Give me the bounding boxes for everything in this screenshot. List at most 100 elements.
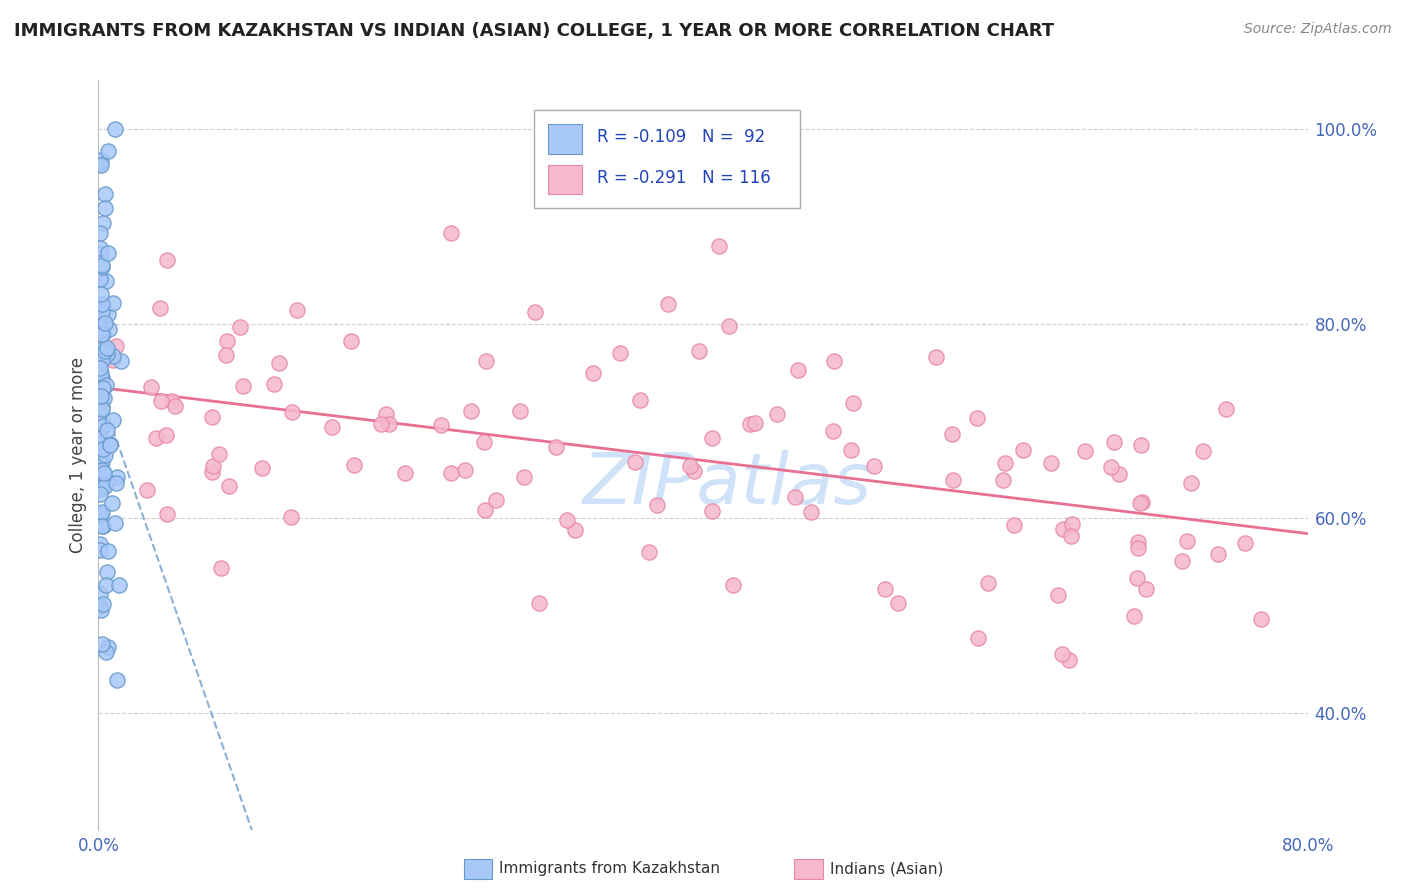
Point: [454, 463, 477, 477]
Point: [1175, 534, 1198, 549]
Point: [97, 307, 120, 321]
Point: [624, 455, 647, 469]
Point: [105, 339, 128, 353]
Point: [89, 392, 111, 407]
Point: [89, 537, 111, 551]
Point: [90, 258, 112, 272]
Point: [91, 480, 114, 494]
Point: [91, 351, 114, 366]
Y-axis label: College, 1 year or more: College, 1 year or more: [69, 357, 87, 553]
Point: [1171, 554, 1194, 568]
Point: [90, 366, 112, 380]
Point: [202, 458, 225, 473]
Point: [89, 271, 111, 285]
Point: [89, 417, 111, 431]
Point: [842, 396, 865, 410]
Point: [89, 449, 111, 463]
Point: [97, 145, 120, 159]
Point: [823, 424, 845, 438]
Point: [1126, 535, 1149, 549]
Bar: [548, 124, 582, 153]
Point: [1102, 434, 1125, 449]
Point: [1052, 522, 1074, 536]
Point: [90, 287, 112, 301]
Point: [90, 353, 112, 368]
Point: [977, 575, 1000, 590]
Point: [149, 301, 172, 315]
Point: [638, 545, 661, 559]
Point: [91, 400, 114, 414]
Point: [1130, 495, 1153, 509]
Point: [1130, 438, 1153, 452]
Point: [110, 354, 132, 368]
Point: [702, 504, 724, 518]
Point: [89, 226, 111, 240]
Point: [91, 326, 114, 341]
Point: [564, 523, 586, 537]
Point: [96, 245, 118, 260]
Point: [98, 437, 121, 451]
Point: [744, 416, 766, 430]
Point: [218, 478, 240, 492]
Point: [250, 460, 273, 475]
Point: [887, 596, 910, 610]
Point: [104, 516, 127, 530]
Point: [280, 510, 302, 524]
Point: [90, 431, 112, 445]
Point: [1099, 459, 1122, 474]
Point: [101, 352, 124, 367]
Point: [93, 391, 115, 405]
Point: [90, 157, 112, 171]
Point: [91, 637, 114, 651]
Point: [682, 464, 704, 478]
Point: [1215, 401, 1237, 416]
Point: [89, 470, 111, 484]
Point: [440, 226, 463, 240]
Point: [1108, 467, 1130, 482]
Point: [460, 404, 482, 418]
Point: [645, 498, 668, 512]
Point: [1206, 547, 1229, 561]
Point: [96, 274, 118, 288]
Point: [1191, 444, 1213, 458]
Point: [90, 507, 112, 521]
Point: [863, 459, 886, 474]
Point: [474, 434, 496, 449]
Point: [91, 305, 114, 319]
Point: [89, 599, 111, 614]
Point: [1180, 475, 1202, 490]
Point: [94, 186, 117, 201]
Point: [139, 380, 162, 394]
Point: [90, 603, 112, 617]
Point: [156, 253, 179, 268]
Point: [163, 399, 186, 413]
Point: [679, 459, 702, 474]
Point: [90, 260, 112, 275]
Text: Indians (Asian): Indians (Asian): [830, 862, 943, 876]
Point: [582, 366, 605, 380]
Point: [1074, 443, 1097, 458]
Point: [1135, 582, 1157, 596]
Point: [1039, 457, 1062, 471]
Point: [94, 378, 117, 392]
Point: [104, 122, 127, 136]
Point: [94, 344, 117, 359]
Point: [839, 443, 862, 458]
Point: [340, 334, 363, 348]
Point: [98, 322, 121, 336]
Point: [101, 296, 124, 310]
Point: [1012, 442, 1035, 457]
Point: [700, 431, 723, 445]
Point: [94, 577, 117, 591]
Point: [267, 356, 290, 370]
Point: [89, 487, 111, 501]
Point: [657, 297, 679, 311]
Point: [688, 343, 710, 358]
Point: [89, 156, 111, 170]
Point: [96, 423, 118, 437]
Point: [107, 577, 129, 591]
Point: [1046, 588, 1069, 602]
Point: [90, 247, 112, 261]
Point: [485, 492, 508, 507]
Point: [94, 448, 117, 462]
